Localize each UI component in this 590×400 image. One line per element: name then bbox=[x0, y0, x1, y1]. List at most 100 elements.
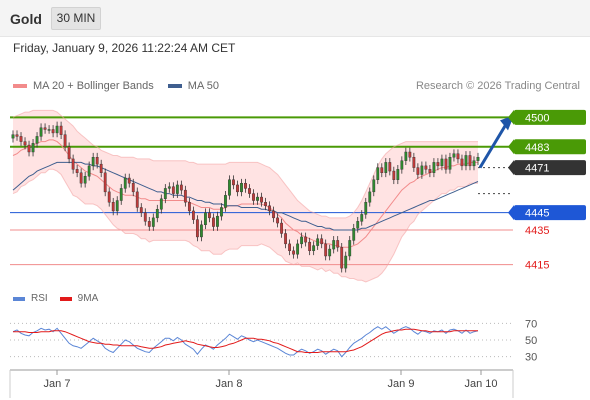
level-label-4435: 4435 bbox=[525, 225, 549, 237]
candle bbox=[111, 197, 115, 216]
candle bbox=[272, 206, 275, 223]
rsi-tick-50: 50 bbox=[525, 335, 537, 347]
candle-body bbox=[280, 222, 283, 234]
candle-body bbox=[167, 186, 171, 189]
candle bbox=[183, 185, 187, 207]
candle bbox=[103, 168, 107, 197]
candle bbox=[123, 173, 127, 193]
candle-body bbox=[107, 191, 111, 203]
candle-body bbox=[55, 125, 59, 134]
candle bbox=[51, 125, 55, 138]
candle-body bbox=[260, 196, 263, 203]
candle bbox=[15, 130, 19, 141]
candle bbox=[163, 184, 167, 204]
ma50-swatch bbox=[167, 84, 182, 88]
candle bbox=[155, 204, 159, 223]
x-tick-label: Jan 8 bbox=[216, 378, 243, 390]
candle-body bbox=[404, 151, 408, 161]
projection bbox=[478, 115, 514, 169]
candle-body bbox=[440, 158, 444, 167]
candle bbox=[175, 180, 179, 198]
candle bbox=[344, 251, 348, 273]
level-box-4445 bbox=[514, 205, 586, 221]
candle bbox=[436, 158, 440, 171]
rsi-series-9MA bbox=[13, 328, 478, 353]
x-tick-label: Jan 10 bbox=[464, 378, 497, 390]
candle bbox=[195, 215, 199, 242]
rsi-series-RSI bbox=[12, 326, 479, 358]
candle-body bbox=[131, 182, 135, 193]
candle bbox=[216, 211, 219, 231]
candle bbox=[408, 147, 412, 162]
candle-body bbox=[420, 165, 424, 175]
candle bbox=[380, 163, 384, 178]
candle-body bbox=[31, 143, 35, 153]
candle-body bbox=[408, 151, 412, 158]
bollinger-upper-line bbox=[12, 109, 478, 219]
legend-ma50: MA 50 bbox=[167, 80, 219, 92]
candle bbox=[27, 140, 31, 157]
candle bbox=[115, 196, 119, 216]
candle bbox=[191, 206, 195, 224]
candle bbox=[328, 244, 332, 261]
candle bbox=[47, 125, 51, 134]
candle bbox=[43, 123, 47, 134]
candle bbox=[139, 203, 143, 217]
candle-body bbox=[208, 212, 211, 219]
candle-body bbox=[63, 134, 67, 148]
candle bbox=[167, 182, 171, 193]
candle-body bbox=[27, 144, 31, 153]
candle-body bbox=[264, 202, 267, 206]
candle-body bbox=[256, 196, 259, 201]
candle-body bbox=[244, 182, 247, 189]
candle bbox=[336, 236, 340, 252]
candle-body bbox=[412, 156, 416, 168]
candle bbox=[67, 142, 71, 164]
candle bbox=[31, 139, 35, 157]
bollinger-swatch bbox=[13, 84, 27, 88]
candle-body bbox=[376, 167, 380, 180]
candle-body bbox=[268, 205, 271, 212]
level-label-4500: 4500 bbox=[525, 112, 549, 124]
candle bbox=[400, 156, 404, 174]
candle bbox=[187, 197, 191, 216]
candle bbox=[468, 151, 472, 171]
legend-ma50-label: MA 50 bbox=[187, 80, 219, 92]
candle-body bbox=[248, 188, 251, 194]
rsi-panel: 70 50 30 bbox=[10, 318, 537, 364]
level-label-4445: 4445 bbox=[525, 208, 549, 220]
candle bbox=[220, 203, 223, 221]
level-label-4415: 4415 bbox=[525, 260, 549, 272]
candle-body bbox=[368, 191, 372, 203]
candle-body bbox=[191, 210, 195, 220]
candle-body bbox=[155, 208, 159, 219]
ma9-swatch bbox=[59, 296, 72, 301]
candle bbox=[332, 236, 336, 254]
candle-body bbox=[228, 179, 231, 196]
level-box-pointer bbox=[508, 109, 514, 125]
candle-body bbox=[460, 158, 464, 167]
candle-body bbox=[135, 191, 139, 208]
candle-body bbox=[23, 141, 27, 146]
bollinger-lower-line bbox=[12, 168, 478, 283]
candle bbox=[59, 121, 63, 139]
candle-body bbox=[448, 156, 452, 170]
candle bbox=[428, 165, 432, 178]
candle-body bbox=[328, 248, 332, 257]
candle bbox=[179, 180, 183, 195]
candle bbox=[268, 201, 271, 216]
candle bbox=[360, 210, 364, 226]
level-box-pointer bbox=[508, 160, 514, 176]
candle bbox=[19, 132, 23, 146]
candle bbox=[131, 178, 135, 197]
candle-body bbox=[83, 176, 87, 184]
candle-body bbox=[47, 129, 51, 131]
legend-9ma-label: 9MA bbox=[77, 293, 99, 304]
instrument-title: Gold bbox=[10, 11, 42, 27]
timeframe-button[interactable]: 30 MIN bbox=[51, 7, 101, 30]
candle-body bbox=[252, 193, 255, 201]
candle-body bbox=[115, 200, 119, 212]
candle-body bbox=[179, 184, 183, 191]
candle bbox=[348, 236, 352, 261]
